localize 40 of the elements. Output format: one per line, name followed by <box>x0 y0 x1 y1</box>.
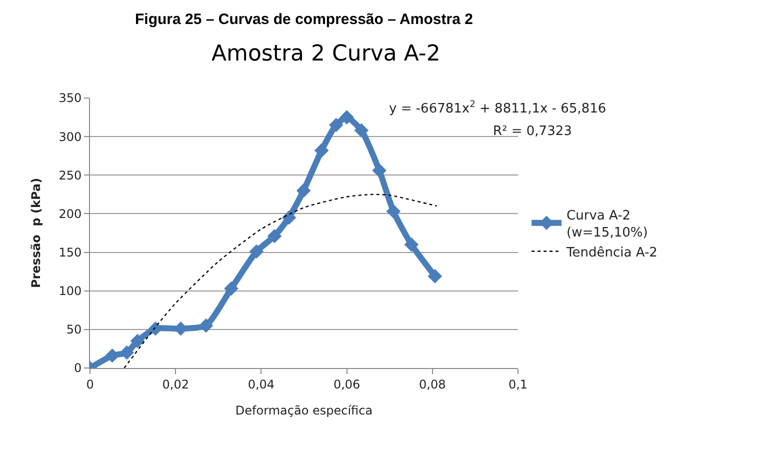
x-tick-label: 0,1 <box>508 377 528 392</box>
y-tick-label: 100 <box>58 284 82 298</box>
point <box>428 269 442 284</box>
y-tick-label: 150 <box>58 245 82 260</box>
y-tick-label: 350 <box>58 91 82 106</box>
point <box>198 318 214 333</box>
point <box>120 345 134 360</box>
y-tick-label: 50 <box>66 322 82 337</box>
annotation: y = -66781x$^{2}$ + 8811,1x - 65,816 <box>389 100 606 116</box>
legend-label: Curva A-2 (w=15,10%) <box>566 208 648 240</box>
line-series <box>124 194 438 368</box>
x-tick-label: 0,04 <box>248 377 275 392</box>
y-tick-label: 0 <box>74 361 82 376</box>
point <box>224 281 238 296</box>
y-tick-label: 250 <box>58 168 82 182</box>
annotation: R² = 0,7323 <box>493 124 572 139</box>
point <box>404 237 419 252</box>
point <box>328 118 344 132</box>
point <box>296 183 311 198</box>
point <box>105 348 120 363</box>
point <box>130 334 145 348</box>
point <box>354 123 368 138</box>
x-tick-label: 0 <box>86 377 94 392</box>
point <box>386 204 401 219</box>
point <box>282 210 296 225</box>
x-tick-label: 0,02 <box>162 377 189 392</box>
point <box>372 163 386 178</box>
point <box>314 143 329 158</box>
x-axis-title: Deformação específica <box>235 403 373 418</box>
chart-subtitle: Figura 25 – Curvas de compressão – Amostra 2 <box>135 11 473 28</box>
legend-label: Tendência A-2 <box>566 245 658 260</box>
point <box>267 228 282 244</box>
x-tick-label: 0,06 <box>333 377 360 392</box>
y-tick-label: 300 <box>58 130 82 144</box>
chart-title: Amostra 2 Curva A-2 <box>211 42 440 67</box>
point <box>249 244 264 259</box>
y-tick-label: 200 <box>58 206 82 221</box>
y-axis-title: Pressão p (kPa) <box>28 178 43 288</box>
point <box>340 110 354 124</box>
x-tick-label: 0,08 <box>419 377 446 392</box>
